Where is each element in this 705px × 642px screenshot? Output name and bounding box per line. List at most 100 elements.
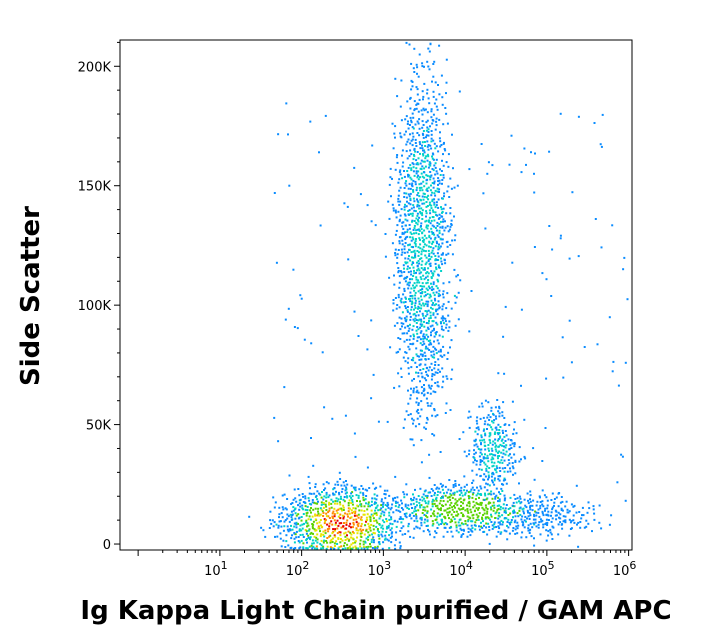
event-dot (474, 438, 477, 441)
event-dot (410, 387, 412, 390)
event-dot (417, 201, 420, 204)
event-dot (436, 504, 439, 507)
event-dot (537, 523, 540, 526)
event-dot (515, 525, 518, 528)
event-dot (424, 489, 427, 492)
event-dot (612, 360, 615, 363)
event-dot (429, 164, 432, 167)
event-dot (412, 163, 415, 166)
event-dot (459, 508, 461, 511)
event-dot (404, 218, 407, 221)
event-dot (468, 426, 471, 429)
event-dot (492, 492, 495, 495)
event-dot (431, 320, 434, 323)
event-dot (409, 394, 412, 397)
event-dot (423, 384, 425, 386)
event-dot (403, 208, 406, 211)
event-dot (370, 509, 373, 512)
event-dot (445, 323, 448, 326)
event-dot (454, 484, 457, 487)
event-dot (451, 520, 453, 523)
event-dot (551, 525, 554, 528)
event-dot (468, 168, 471, 171)
event-dot (479, 485, 482, 488)
event-dot (348, 538, 351, 541)
event-dot (412, 333, 415, 336)
event-dot (423, 141, 426, 143)
event-dot (399, 169, 402, 172)
event-dot (339, 495, 342, 498)
event-dot (303, 501, 306, 504)
event-dot (438, 93, 441, 96)
event-dot (440, 215, 443, 218)
event-dot (427, 502, 430, 505)
event-dot (393, 283, 396, 286)
event-dot (309, 536, 312, 539)
event-dot (514, 461, 517, 463)
event-dot (484, 517, 487, 520)
event-dot (427, 128, 430, 131)
event-dot (326, 523, 329, 526)
event-dot (477, 448, 480, 450)
event-dot (423, 195, 426, 198)
event-dot (434, 530, 437, 533)
event-dot (322, 511, 325, 514)
event-dot (381, 510, 384, 513)
event-dot (471, 482, 474, 484)
event-dot (426, 119, 429, 122)
event-dot (409, 259, 412, 262)
event-dot (407, 367, 410, 370)
event-dot (423, 285, 426, 288)
event-dot (544, 509, 546, 512)
event-dot (323, 495, 326, 498)
event-dot (338, 493, 341, 496)
event-dot (512, 516, 514, 519)
event-dot (444, 220, 446, 223)
event-dot (431, 503, 434, 505)
event-dot (426, 281, 429, 284)
event-dot (600, 246, 603, 249)
event-dot (460, 508, 463, 511)
event-dot (432, 210, 435, 213)
event-dot (498, 429, 501, 431)
event-dot (404, 118, 407, 121)
event-dot (331, 517, 334, 520)
event-dot (293, 532, 296, 534)
event-dot (508, 163, 511, 166)
event-dot (414, 294, 417, 297)
event-dot (520, 308, 523, 311)
event-dot (423, 185, 426, 188)
event-dot (404, 305, 407, 308)
event-dot (407, 257, 410, 260)
event-dot (436, 258, 438, 261)
event-dot (412, 444, 415, 447)
event-dot (427, 97, 430, 100)
event-dot (423, 82, 426, 85)
event-dot (475, 519, 478, 521)
event-dot (448, 510, 451, 513)
event-dot (453, 505, 455, 507)
event-dot (428, 254, 431, 257)
event-dot (284, 519, 287, 522)
event-dot (419, 349, 422, 352)
event-dot (319, 224, 322, 227)
event-dot (372, 524, 375, 527)
event-dot (333, 513, 336, 516)
event-dot (431, 285, 434, 288)
event-dot (498, 415, 501, 418)
event-dot (291, 534, 293, 537)
event-dot (390, 532, 393, 535)
event-dot (410, 88, 413, 91)
event-dot (446, 523, 449, 526)
event-dot (344, 539, 347, 541)
event-dot (550, 520, 553, 523)
event-dot (415, 386, 418, 389)
event-dot (353, 432, 356, 435)
event-dot (417, 290, 420, 293)
event-dot (420, 253, 423, 256)
event-dot (362, 528, 365, 531)
event-dot (416, 198, 418, 201)
event-dot (437, 358, 440, 361)
event-dot (432, 186, 435, 189)
event-dot (414, 240, 417, 243)
